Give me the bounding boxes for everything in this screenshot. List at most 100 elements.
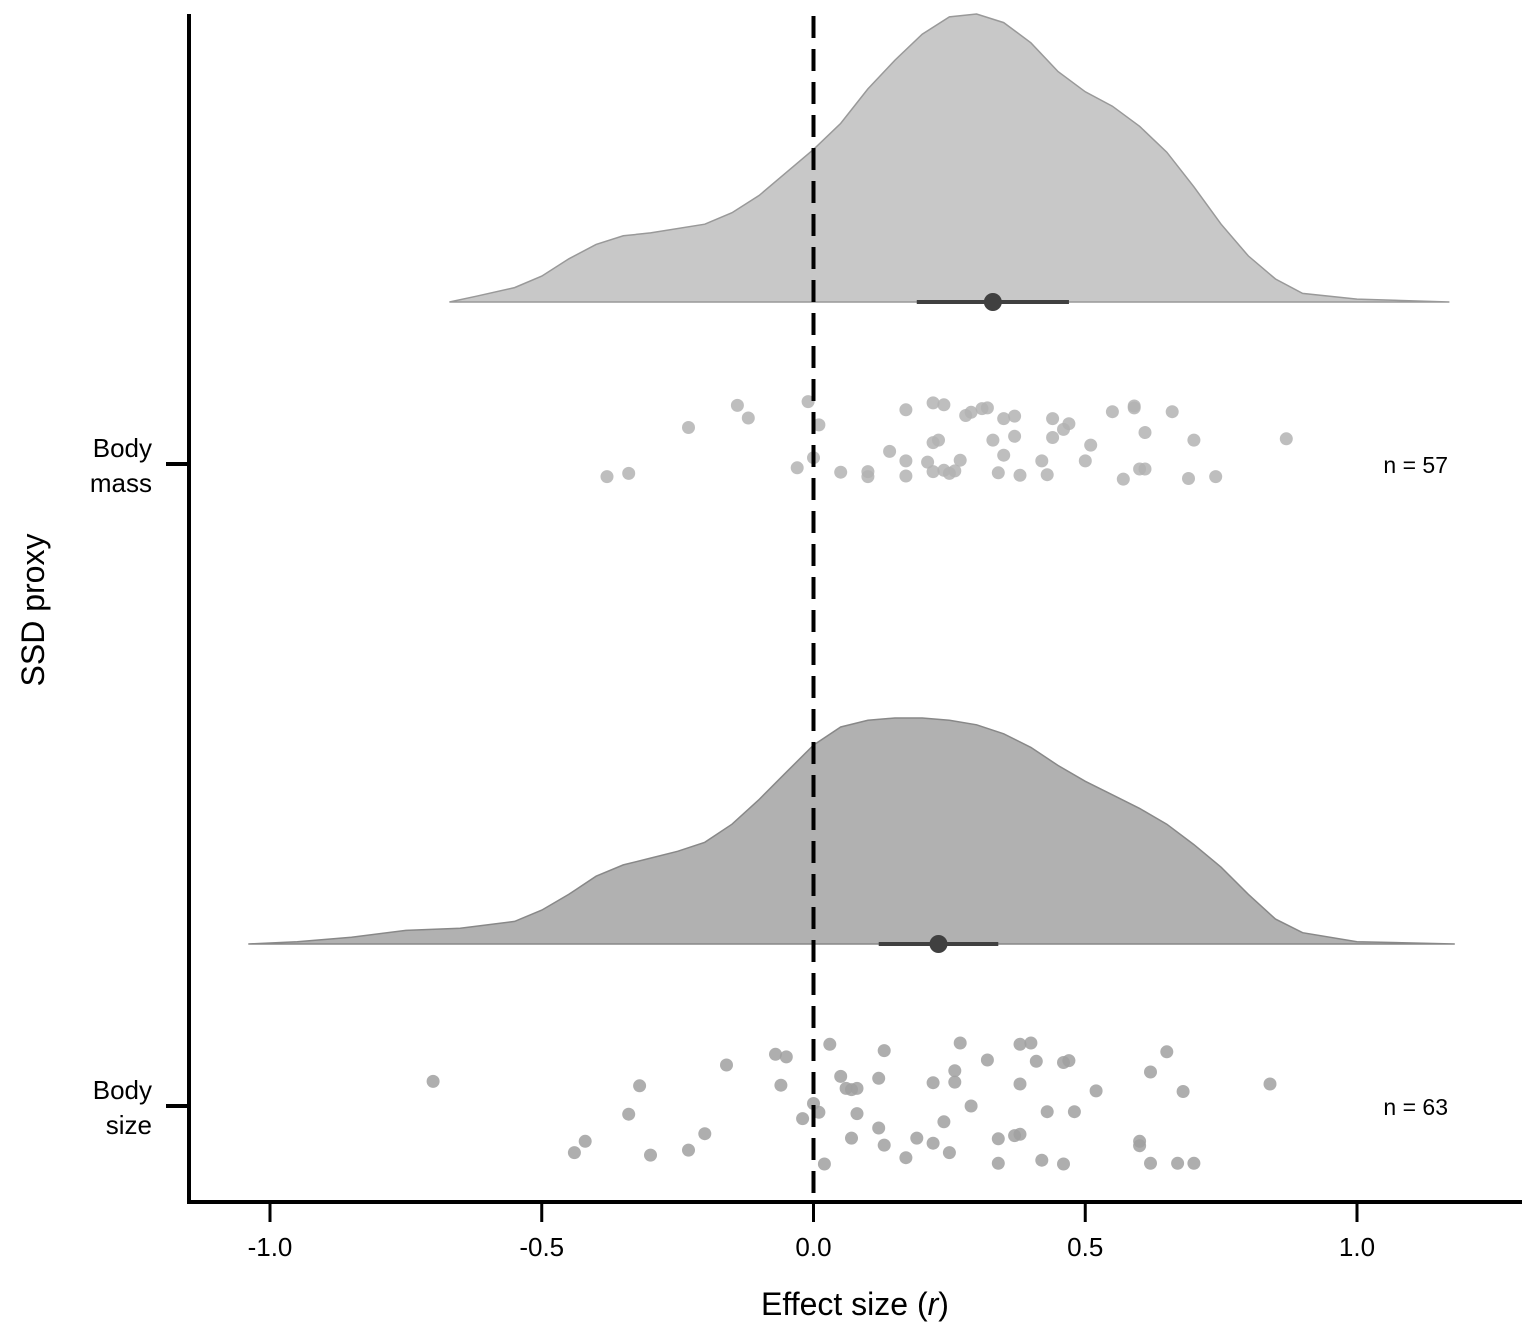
data-point — [964, 1099, 978, 1113]
data-point — [1046, 412, 1060, 426]
data-point — [845, 1131, 858, 1145]
data-point — [1279, 432, 1293, 446]
data-point — [720, 1058, 733, 1072]
data-point — [980, 1053, 994, 1067]
data-point — [644, 1148, 657, 1162]
data-point — [1008, 409, 1022, 423]
data-point — [948, 464, 962, 478]
y-tick-label: mass — [90, 468, 152, 498]
data-point — [774, 1078, 788, 1092]
data-point — [991, 1156, 1005, 1170]
data-point — [1035, 1153, 1049, 1167]
data-point — [1029, 1054, 1043, 1068]
data-point — [426, 1074, 440, 1088]
data-point — [942, 1146, 956, 1160]
mean-estimate-point — [983, 293, 1002, 311]
data-point — [872, 1121, 886, 1135]
data-point — [622, 1107, 636, 1121]
data-point — [1089, 1084, 1103, 1098]
x-tick-label: 0.0 — [795, 1232, 831, 1262]
data-point — [1116, 472, 1130, 486]
data-point — [948, 1064, 962, 1078]
data-point — [877, 1044, 891, 1058]
data-point — [779, 1050, 793, 1064]
data-point — [883, 444, 897, 458]
data-point — [682, 421, 695, 434]
data-point — [1013, 1127, 1027, 1141]
data-point — [600, 470, 614, 484]
data-point — [817, 1157, 831, 1171]
data-point — [997, 412, 1011, 426]
data-point — [861, 465, 875, 479]
data-point — [1105, 405, 1119, 419]
data-point — [1209, 470, 1223, 484]
data-point — [910, 1131, 924, 1145]
data-point — [769, 1047, 782, 1061]
data-point — [1127, 399, 1141, 413]
data-point — [622, 466, 636, 480]
x-axis-title-main: Effect size ( — [761, 1286, 928, 1322]
y-axis-title: SSD proxy — [15, 534, 51, 687]
data-point — [850, 1081, 864, 1095]
x-axis-ticks: -1.0 -0.5 0.0 0.5 1.0 — [248, 1202, 1375, 1262]
x-tick-label: -1.0 — [248, 1232, 293, 1262]
data-point — [937, 398, 951, 412]
data-point — [1133, 1139, 1147, 1153]
data-point — [997, 448, 1011, 462]
x-tick-label: -0.5 — [519, 1232, 564, 1262]
raw-points: n = 57 n = 63 — [426, 395, 1448, 1171]
data-point — [730, 398, 744, 412]
data-point — [578, 1134, 592, 1148]
data-point — [1013, 1077, 1027, 1091]
data-point — [741, 411, 755, 425]
data-point — [1040, 1105, 1054, 1119]
data-point — [1138, 462, 1152, 476]
data-point — [937, 1115, 951, 1129]
y-tick-label: size — [106, 1110, 152, 1140]
data-point — [986, 433, 1000, 447]
data-point — [1013, 1037, 1027, 1051]
data-point — [899, 403, 913, 417]
data-point — [567, 1146, 581, 1160]
data-point — [1084, 438, 1098, 452]
data-point — [877, 1138, 891, 1152]
data-point — [899, 469, 913, 483]
density-clouds — [248, 13, 1455, 945]
data-point — [926, 396, 940, 410]
data-point — [698, 1127, 712, 1141]
sample-size-label: n = 57 — [1383, 452, 1448, 478]
data-point — [1046, 431, 1060, 444]
data-point — [1035, 454, 1049, 468]
data-point — [872, 1071, 886, 1085]
data-point — [682, 1143, 695, 1157]
data-point — [834, 465, 848, 479]
y-tick-label: Body — [93, 1075, 152, 1105]
data-point — [1062, 1054, 1076, 1068]
data-point — [1138, 426, 1152, 439]
x-axis-title-end: ) — [938, 1286, 949, 1322]
data-point — [796, 1112, 810, 1126]
data-point — [1144, 1065, 1157, 1079]
data-point — [991, 1132, 1005, 1146]
data-point — [1165, 405, 1179, 419]
data-point — [1171, 1156, 1185, 1170]
data-point — [964, 405, 978, 419]
data-point — [926, 1076, 940, 1090]
data-point — [633, 1079, 647, 1093]
estimate-intervals — [878, 293, 1069, 953]
x-axis-title: Effect size (r) — [761, 1286, 949, 1322]
x-tick-label: 0.5 — [1067, 1232, 1103, 1262]
data-point — [850, 1107, 864, 1121]
data-point — [932, 433, 945, 447]
y-tick-label: Body — [93, 433, 152, 463]
density-cloud — [449, 13, 1450, 303]
x-tick-label: 1.0 — [1339, 1232, 1375, 1262]
data-point — [823, 1037, 837, 1051]
sample-size-label: n = 63 — [1383, 1094, 1448, 1120]
data-point — [1176, 1085, 1190, 1098]
data-point — [953, 453, 967, 467]
density-cloud — [248, 717, 1455, 945]
data-point — [1024, 1036, 1038, 1050]
data-point — [980, 401, 994, 415]
